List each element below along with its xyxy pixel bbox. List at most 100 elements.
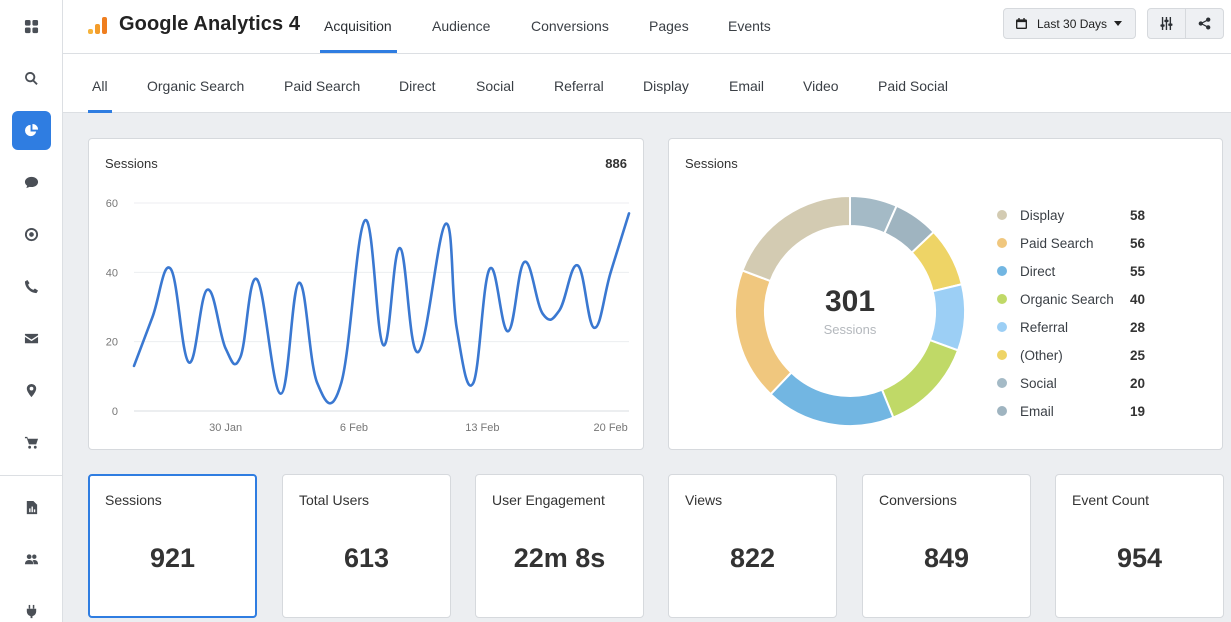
location-pin-icon[interactable] [12, 371, 51, 410]
sessions-donut-card: Sessions 301 Sessions Display 58 Paid Sear… [668, 138, 1223, 450]
settings-sliders-button[interactable] [1148, 9, 1185, 38]
app-title: Google Analytics 4 [119, 13, 301, 35]
tab-conversions[interactable]: Conversions [531, 18, 609, 34]
donut-slice-referral[interactable] [928, 283, 966, 352]
subtab-video[interactable]: Video [803, 78, 839, 94]
toolbar-icon-group [1147, 8, 1224, 39]
calendar-icon [1016, 18, 1027, 29]
stat-label: Conversions [879, 492, 957, 508]
channel-tabs: All Organic Search Paid Search Direct So… [63, 54, 1231, 113]
subtab-organic-search[interactable]: Organic Search [147, 78, 245, 94]
active-subtab-indicator [88, 110, 112, 113]
stat-card-views[interactable]: Views 822 [668, 474, 837, 618]
legend-item[interactable]: Referral 28 [997, 317, 1157, 337]
subtab-direct[interactable]: Direct [399, 78, 436, 94]
sliders-icon [1160, 17, 1173, 30]
legend-swatch [997, 266, 1007, 276]
chevron-down-icon [1114, 21, 1123, 26]
analytics-logo-icon [87, 14, 109, 36]
subtab-social[interactable]: Social [476, 78, 515, 94]
donut-center-label: Sessions [823, 322, 877, 337]
users-icon[interactable] [12, 540, 51, 579]
legend-label: Display [1020, 207, 1065, 223]
tab-events[interactable]: Events [728, 18, 771, 34]
y-tick-label: 60 [106, 198, 118, 210]
subtab-email[interactable]: Email [729, 78, 765, 94]
phone-icon[interactable] [12, 267, 51, 306]
subtab-paid-social[interactable]: Paid Social [878, 78, 949, 94]
legend-label: Organic Search [1020, 291, 1114, 307]
y-tick-label: 40 [106, 267, 118, 279]
legend-value: 40 [1129, 291, 1145, 307]
header: Google Analytics 4 Acquisition Audience … [63, 0, 1231, 54]
legend-label: Paid Search [1020, 235, 1094, 251]
legend-label: Referral [1020, 319, 1069, 335]
date-range-button[interactable]: Last 30 Days [1003, 8, 1136, 39]
stat-label: User Engagement [492, 492, 605, 508]
stat-value: 954 [1116, 543, 1163, 573]
donut-slice-display[interactable] [741, 194, 851, 283]
app-logo: Google Analytics 4 [87, 13, 300, 36]
date-range-label: Last 30 Days [1037, 16, 1108, 31]
legend-label: (Other) [1020, 347, 1063, 363]
grid-icon[interactable] [12, 7, 51, 46]
donut-slice-paid-search[interactable] [734, 269, 793, 396]
stat-card-user-engagement[interactable]: User Engagement 22m 8s [475, 474, 644, 618]
line-card-total: 886 [605, 156, 627, 171]
legend-swatch [997, 350, 1007, 360]
tab-pages[interactable]: Pages [649, 18, 689, 34]
donut-slice-direct[interactable] [769, 371, 895, 427]
cart-icon[interactable] [12, 423, 51, 462]
subtab-referral[interactable]: Referral [554, 78, 604, 94]
legend-label: Social [1020, 375, 1057, 391]
share-icon [1198, 17, 1211, 30]
plug-icon[interactable] [12, 592, 51, 622]
legend-item[interactable]: Paid Search 56 [997, 233, 1157, 253]
line-card-title: Sessions [105, 156, 158, 171]
stat-value: 921 [149, 543, 196, 573]
legend-value: 55 [1129, 263, 1145, 279]
tab-audience[interactable]: Audience [432, 18, 491, 34]
pie-chart-icon[interactable] [12, 111, 51, 150]
legend-item[interactable]: Social 20 [997, 373, 1157, 393]
stat-card-event-count[interactable]: Event Count 954 [1055, 474, 1224, 618]
legend-label: Direct [1020, 263, 1056, 279]
mail-icon[interactable] [12, 319, 51, 358]
chat-icon[interactable] [12, 163, 51, 202]
x-tick-label: 13 Feb [465, 422, 499, 434]
active-tab-indicator [320, 50, 397, 53]
subtab-display[interactable]: Display [643, 78, 689, 94]
target-icon[interactable] [12, 215, 51, 254]
legend-item[interactable]: Direct 55 [997, 261, 1157, 281]
stat-label: Views [685, 492, 723, 508]
donut-slice-organic-search[interactable] [880, 338, 960, 419]
stat-card-sessions[interactable]: Sessions 921 [88, 474, 257, 618]
legend-label: Email [1020, 403, 1054, 419]
subtab-paid-search[interactable]: Paid Search [284, 78, 361, 94]
tab-acquisition[interactable]: Acquisition [324, 18, 392, 34]
x-tick-label: 30 Jan [209, 422, 242, 434]
x-tick-label: 6 Feb [340, 422, 368, 434]
share-button[interactable] [1185, 9, 1223, 38]
stat-card-total-users[interactable]: Total Users 613 [282, 474, 451, 618]
legend-item[interactable]: Email 19 [997, 401, 1157, 421]
sessions-series-line [132, 212, 631, 405]
legend-swatch [997, 322, 1007, 332]
stat-value: 822 [729, 543, 776, 573]
sessions-line-card: Sessions 886 0 20 40 60 30 Jan 6 Feb 13 Feb 20 … [88, 138, 644, 450]
legend-swatch [997, 294, 1007, 304]
legend-value: 28 [1129, 319, 1145, 335]
stat-card-conversions[interactable]: Conversions 849 [862, 474, 1031, 618]
legend-item[interactable]: (Other) 25 [997, 345, 1157, 365]
legend-swatch [997, 210, 1007, 220]
sessions-line-chart: 0 20 40 60 30 Jan 6 Feb 13 Feb 20 Feb [106, 198, 631, 434]
legend-item[interactable]: Organic Search 40 [997, 289, 1157, 309]
sidebar [0, 0, 63, 622]
stat-value: 849 [923, 543, 970, 573]
subtab-all[interactable]: All [92, 78, 108, 94]
report-icon[interactable] [12, 488, 51, 527]
legend-item[interactable]: Display 58 [997, 205, 1157, 225]
search-icon[interactable] [12, 59, 51, 98]
stat-value: 22m 8s [513, 543, 606, 573]
y-tick-label: 0 [112, 406, 118, 418]
